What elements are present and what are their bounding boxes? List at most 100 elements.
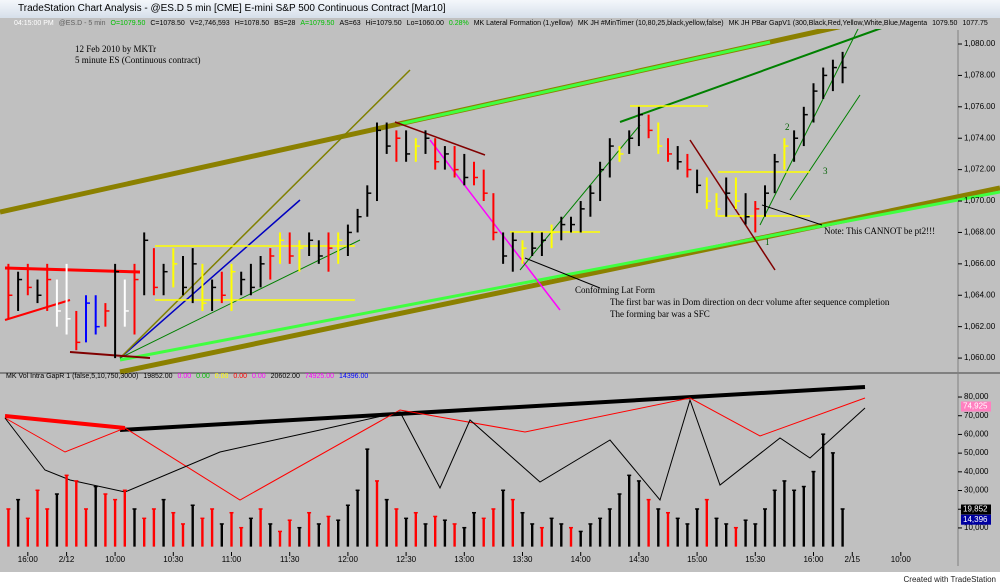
separator — [0, 372, 1000, 374]
volume-bar — [725, 524, 728, 547]
volume-cap — [830, 452, 835, 454]
volume-cap — [627, 474, 632, 477]
volume-cap — [54, 493, 59, 495]
volume-bar — [463, 527, 466, 547]
volume-bar — [686, 524, 689, 547]
volume-bar — [7, 509, 10, 547]
volume-cap — [646, 498, 651, 501]
status-item: Lo=1060.00 — [406, 20, 444, 27]
value-box — [961, 504, 991, 515]
y-tick-label: 1,064.00 — [964, 290, 996, 299]
volume-cap — [365, 448, 370, 450]
annotation: 12 Feb 2010 by MKTr — [75, 44, 156, 54]
volume-cap — [801, 485, 806, 488]
y-tick-label: 80,000 — [964, 392, 989, 401]
volume-cap — [25, 517, 30, 520]
volume-header: MK Vol Intra GapR 1 (false,5,10,750,3000… — [6, 373, 368, 380]
volume-bar — [375, 481, 379, 547]
volume-bar — [763, 509, 767, 547]
volume-cap — [821, 433, 826, 435]
volume-bar — [230, 512, 233, 547]
volume-bar — [783, 481, 786, 547]
volume-bar — [802, 486, 805, 547]
volume-bar — [521, 512, 524, 547]
volume-bar — [754, 524, 757, 547]
status-item: 19852.00 — [143, 373, 173, 380]
volume-cap — [336, 519, 341, 521]
x-tick-label: 2/15 — [845, 555, 861, 564]
volume-bar — [492, 509, 495, 547]
status-item: 20602.00 — [270, 373, 300, 380]
annotation: 3 — [823, 166, 828, 176]
volume-cap — [132, 508, 137, 510]
volume-bar — [327, 516, 330, 547]
volume-cap — [161, 498, 166, 501]
status-item: 0.00 — [196, 373, 210, 380]
volume-bar — [822, 434, 825, 547]
y-tick-label: 1,070.00 — [964, 196, 996, 205]
volume-lines — [4, 385, 866, 502]
volume-cap — [530, 523, 535, 525]
volume-cap — [442, 519, 447, 521]
volume-cap — [45, 508, 50, 510]
x-tick-label: 12:00 — [338, 555, 359, 564]
status-item: 1077.75 — [962, 20, 988, 27]
volume-cap — [501, 489, 506, 492]
value-box-label: 74,925 — [963, 402, 988, 411]
volume-cap — [297, 526, 302, 529]
footer: Created with TradeStation — [903, 575, 997, 584]
x-tick-label: 16:00 — [803, 555, 824, 564]
volume-bar — [356, 490, 359, 547]
volume-cap — [636, 480, 641, 482]
y-tick-label: 1,074.00 — [964, 133, 996, 142]
volume-cap — [559, 523, 564, 525]
volume-bar — [715, 518, 718, 547]
volume-cap — [811, 470, 816, 473]
y-tick-label: 70,000 — [964, 411, 989, 420]
volume-cap — [772, 489, 777, 492]
annotation: 5 minute ES (Continuous contract) — [75, 55, 200, 65]
volume-cap — [675, 517, 680, 520]
status-item: MK Lateral Formation (1,yellow) — [473, 20, 573, 27]
volume-bar — [26, 518, 29, 547]
volume-bar — [201, 518, 204, 547]
x-tick-label: 14:30 — [629, 555, 650, 564]
status-item: 14396.00 — [339, 373, 369, 380]
volume-bar — [531, 524, 534, 547]
volume-bar — [55, 494, 59, 547]
volume-bar — [288, 520, 291, 547]
status-item: MK Vol Intra GapR 1 (false,5,10,750,3000… — [6, 373, 139, 380]
status-item: 1079.50 — [932, 20, 958, 27]
volume-bar — [676, 518, 679, 547]
volume-cap — [598, 517, 603, 520]
volume-cap — [753, 523, 758, 525]
volume-bar — [434, 516, 437, 547]
volume-bar — [628, 475, 631, 547]
volume-bar — [812, 471, 815, 547]
volume-bar — [94, 486, 97, 547]
volume-cap — [763, 508, 767, 510]
status-item: V=2,746,593 — [189, 20, 230, 27]
y-tick-label: 1,072.00 — [964, 165, 996, 174]
volume-cap — [404, 517, 409, 520]
volume-cap — [510, 498, 515, 501]
volume-bar — [705, 499, 708, 547]
volume-bar — [637, 481, 641, 547]
volume-cap — [588, 523, 593, 525]
volume-cap — [394, 508, 399, 510]
y-tick-label: 30,000 — [964, 486, 989, 495]
status-item: 0.00 — [233, 373, 248, 380]
volume-bar — [482, 518, 485, 547]
volume-cap — [607, 508, 612, 510]
x-tick-label: 11:00 — [222, 555, 242, 564]
volume-cap — [452, 523, 457, 525]
volume-cap — [122, 489, 127, 492]
volume-cap — [142, 517, 147, 520]
volume-cap — [743, 519, 748, 521]
status-item: 0.00 — [177, 373, 192, 380]
x-tick-label: 10:00 — [105, 555, 126, 564]
volume-cap — [433, 515, 438, 518]
status-item: C=1078.50 — [150, 20, 185, 27]
annotation: Conforming Lat Form — [575, 285, 655, 295]
